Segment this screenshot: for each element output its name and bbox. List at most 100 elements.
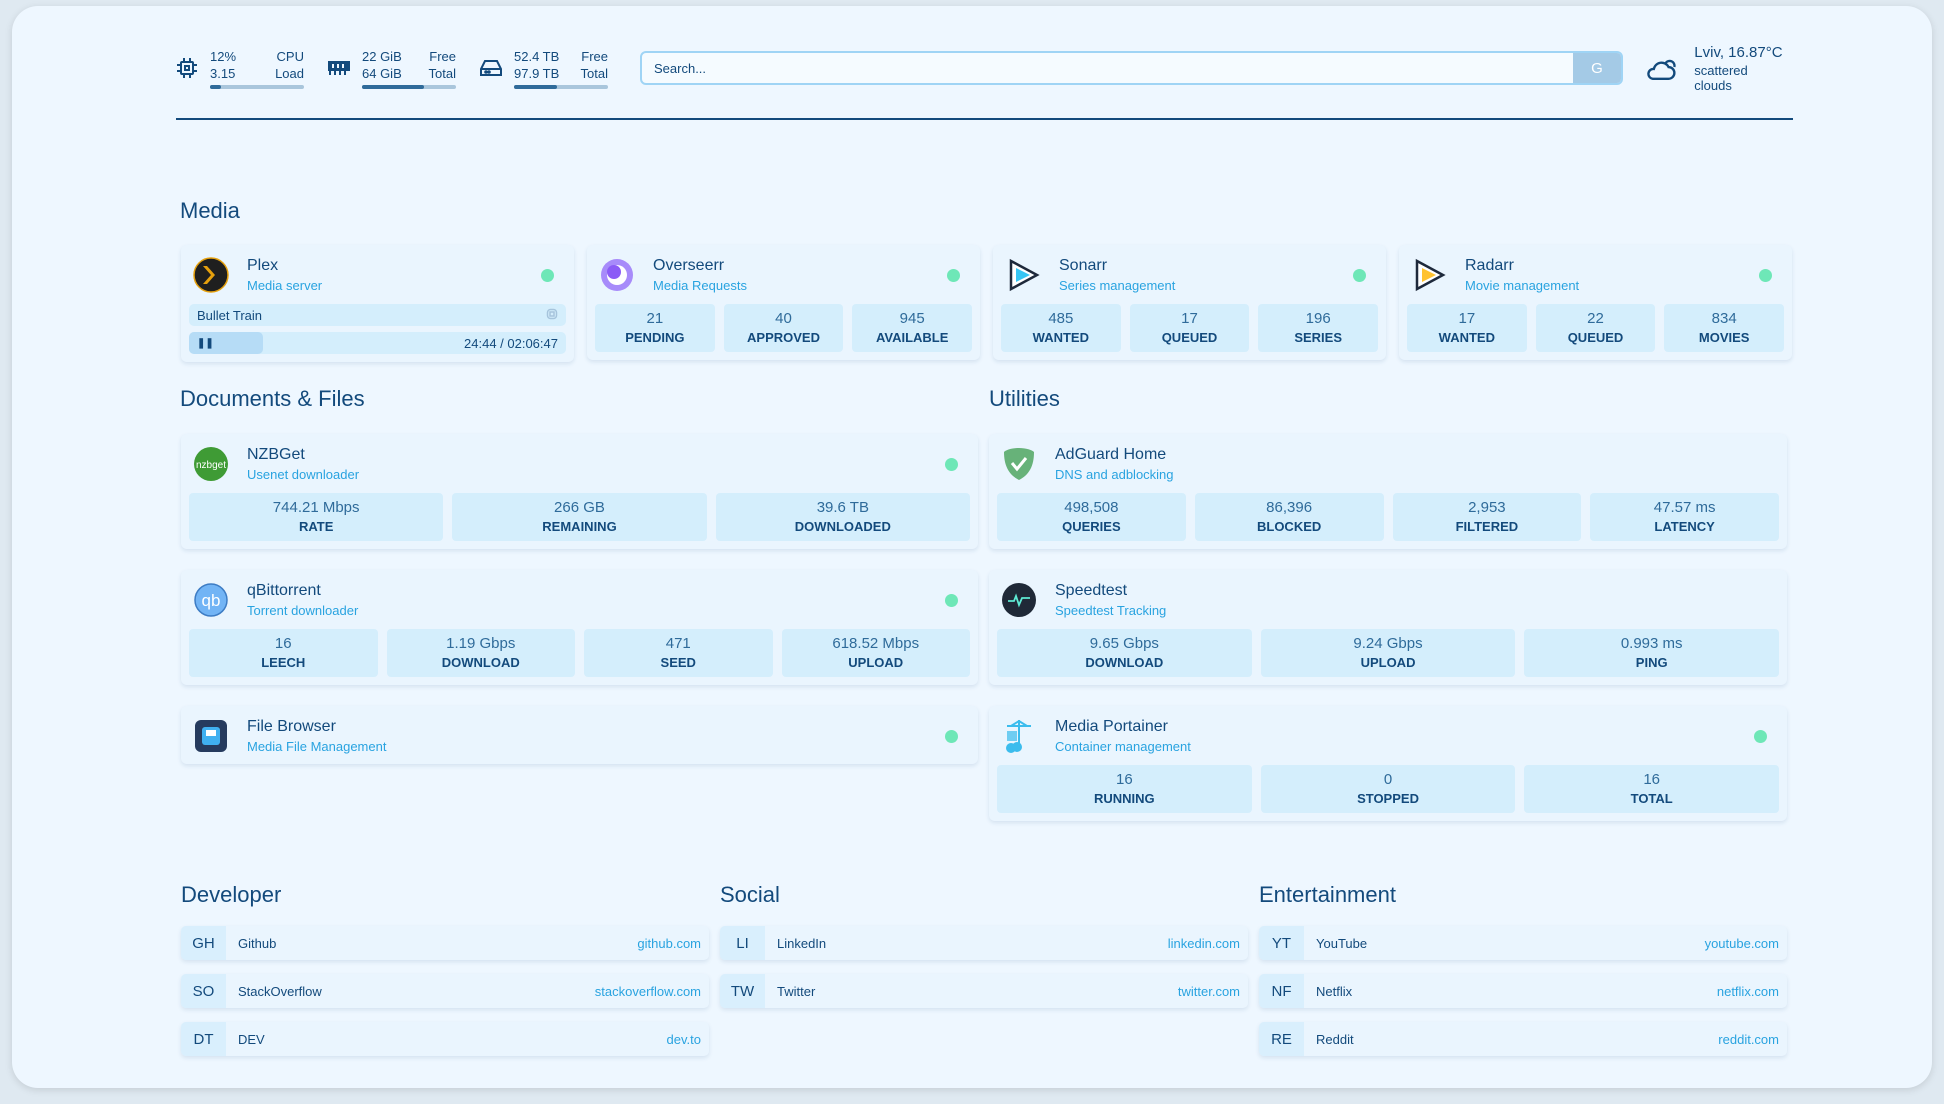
service-title: AdGuard Home — [1055, 446, 1167, 463]
adguard-icon — [1001, 446, 1037, 482]
service-card-overseerr[interactable]: Overseerr Media Requests 21 PENDING 40 APPROV… — [587, 245, 980, 360]
playback-time: 24:44 / 02:06:47 — [464, 335, 558, 351]
bookmark-url[interactable]: github.com — [637, 935, 701, 951]
bookmark-url[interactable]: twitter.com — [1177, 983, 1240, 999]
stat-label: DOWNLOAD — [1085, 655, 1164, 670]
status-online-indicator — [945, 730, 958, 743]
service-card-adguard-home[interactable]: AdGuard Home DNS and adblocking 498,508 QUE… — [989, 434, 1787, 549]
service-subtitle: Torrent downloader — [247, 603, 359, 618]
stream-info-icon[interactable] — [546, 308, 558, 323]
service-title: Sonarr — [1059, 257, 1108, 274]
stat-label: SEED — [660, 655, 696, 670]
bookmark-url[interactable]: stackoverflow.com — [594, 983, 701, 999]
service-card-media-portainer[interactable]: Media Portainer Container management 16 RUN… — [989, 706, 1787, 821]
bookmark-dev[interactable]: DT DEV dev.to — [181, 1022, 709, 1056]
service-title: Overseerr — [653, 257, 725, 274]
weather-condition: scattered clouds — [1694, 62, 1748, 93]
now-playing-title: Bullet Train — [197, 307, 263, 323]
search-button[interactable]: G — [1572, 53, 1621, 83]
service-title: File Browser — [247, 718, 336, 735]
status-online-indicator — [945, 458, 958, 471]
stat-label: DOWNLOADED — [794, 519, 891, 534]
bookmark-abbr: NF — [1259, 974, 1304, 1008]
stat-label: STOPPED — [1357, 791, 1419, 806]
stat-label: LEECH — [261, 655, 306, 670]
status-online-indicator — [947, 269, 960, 282]
service-card-plex[interactable]: Plex Media server Bullet Train ❚❚ 24:44 / 02… — [181, 245, 574, 362]
stat-series: 196 SERIES — [1258, 304, 1379, 352]
stat-value: 16 — [1115, 771, 1133, 788]
stat-label: PENDING — [625, 330, 685, 345]
service-card-speedtest[interactable]: Speedtest Speedtest Tracking 9.65 Gbps DOWN… — [989, 570, 1787, 685]
bookmark-stackoverflow[interactable]: SO StackOverflow stackoverflow.com — [181, 974, 709, 1008]
service-subtitle: Media File Management — [247, 739, 387, 754]
cpu-label: CPU — [276, 48, 304, 64]
section-heading-entertainment: Entertainment — [1259, 882, 1396, 907]
svg-text:nzbget: nzbget — [196, 460, 226, 471]
service-card-radarr[interactable]: Radarr Movie management 17 WANTED 22 QUEUED 83… — [1399, 245, 1792, 360]
bookmark-url[interactable]: netflix.com — [1716, 983, 1779, 999]
bookmark-github[interactable]: GH Github github.com — [181, 926, 709, 960]
disk-total: 97.9 TB — [514, 65, 560, 81]
stat-label: QUEUED — [1161, 330, 1218, 345]
nzbget-icon: nzbget — [193, 446, 229, 482]
stat-latency: 47.57 ms LATENCY — [1590, 493, 1779, 541]
stat-value: 47.57 ms — [1653, 499, 1716, 516]
bookmark-linkedin[interactable]: LI LinkedIn linkedin.com — [720, 926, 1248, 960]
stats-row: 498,508 QUERIES 86,396 BLOCKED 2,953 FILTERED… — [997, 493, 1779, 541]
bookmark-url[interactable]: youtube.com — [1704, 935, 1779, 951]
service-subtitle: Container management — [1055, 739, 1191, 754]
bookmark-twitter[interactable]: TW Twitter twitter.com — [720, 974, 1248, 1008]
stat-movies: 834 MOVIES — [1664, 304, 1785, 352]
stat-label: TOTAL — [1630, 791, 1673, 806]
service-title: Radarr — [1465, 257, 1514, 274]
stat-wanted: 17 WANTED — [1407, 304, 1527, 352]
bookmark-url[interactable]: dev.to — [666, 1031, 701, 1047]
stat-value: 834 — [1711, 310, 1737, 327]
stat-upload: 618.52 Mbps UPLOAD — [781, 629, 970, 677]
stat-value: 266 GB — [554, 499, 605, 516]
pause-icon[interactable]: ❚❚ — [197, 337, 214, 349]
stat-seed: 471 SEED — [584, 629, 773, 677]
search-input[interactable] — [642, 60, 1573, 76]
memory-free: 22 GiB — [362, 48, 402, 64]
stats-row: 485 WANTED 17 QUEUED 196 SERIES — [1001, 304, 1379, 352]
stat-label: WANTED — [1438, 330, 1495, 345]
stat-available: 945 AVAILABLE — [852, 304, 973, 352]
stat-value: 0 — [1383, 771, 1393, 788]
stat-pending: 21 PENDING — [595, 304, 715, 352]
service-card-sonarr[interactable]: Sonarr Series management 485 WANTED 17 QUEUED… — [993, 245, 1386, 360]
stat-stopped: 0 STOPPED — [1260, 765, 1516, 813]
service-card-qbittorrent[interactable]: qb qBittorrent Torrent downloader 16 LEECH 1.… — [181, 570, 978, 685]
sonarr-icon — [1005, 257, 1041, 293]
stat-label: DOWNLOAD — [441, 655, 520, 670]
bookmark-url[interactable]: reddit.com — [1718, 1031, 1779, 1047]
bookmark-url[interactable]: linkedin.com — [1167, 935, 1240, 951]
service-title: Media Portainer — [1055, 718, 1168, 735]
section-heading-developer: Developer — [181, 882, 282, 907]
stat-upload: 9.24 Gbps UPLOAD — [1260, 629, 1516, 677]
stat-label: QUEUED — [1567, 330, 1624, 345]
playback-progress-bar[interactable]: ❚❚ 24:44 / 02:06:47 — [189, 332, 566, 354]
weather-location-temp: Lviv, 16.87°C — [1694, 43, 1783, 61]
cpu-load: 3.15 — [210, 65, 236, 81]
stat-value: 16 — [274, 635, 292, 652]
stat-value: 618.52 Mbps — [832, 635, 920, 652]
bookmark-abbr: RE — [1259, 1022, 1304, 1056]
stats-row: 16 RUNNING 0 STOPPED 16 TOTAL — [997, 765, 1780, 813]
bookmark-reddit[interactable]: RE Reddit reddit.com — [1259, 1022, 1787, 1056]
bookmark-youtube[interactable]: YT YouTube youtube.com — [1259, 926, 1787, 960]
cloud-sun-icon — [1647, 59, 1676, 80]
qbittorrent-icon: qb — [193, 582, 229, 618]
stats-row: 744.21 Mbps RATE 266 GB REMAINING 39.6 TB DOW… — [189, 493, 970, 541]
bookmark-netflix[interactable]: NF Netflix netflix.com — [1259, 974, 1787, 1008]
disk-icon — [480, 60, 502, 76]
memory-usage-bar — [362, 84, 456, 89]
stat-value: 945 — [899, 310, 925, 327]
weather-widget: Lviv, 16.87°C scattered clouds — [1645, 44, 1787, 93]
section-heading-media: Media — [180, 198, 240, 223]
stats-row: 16 LEECH 1.19 Gbps DOWNLOAD 471 SEED 618.52 Mb… — [189, 629, 970, 677]
service-card-file-browser[interactable]: File Browser Media File Management — [181, 706, 978, 764]
service-card-nzbget[interactable]: nzbget NZBGet Usenet downloader 744.21 Mbps… — [181, 434, 978, 549]
service-subtitle: DNS and adblocking — [1055, 467, 1174, 482]
